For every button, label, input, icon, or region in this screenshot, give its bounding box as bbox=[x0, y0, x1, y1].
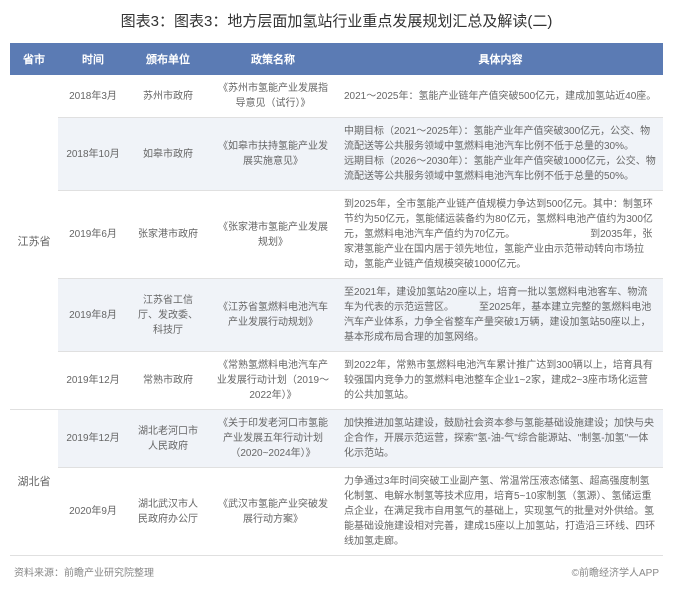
cell-policy: 《关于印发老河口市氢能产业发展五年行动计划（2020~2024年）》 bbox=[208, 410, 338, 468]
cell-unit: 如皋市政府 bbox=[128, 118, 208, 191]
cell-content: 到2022年，常熟市氢燃料电池汽车累计推广达到300辆以上，培育具有较强国内竞争… bbox=[338, 352, 663, 410]
table-row: 2020年9月湖北武汉市人民政府办公厅《武汉市氢能产业突破发展行动方案》力争通过… bbox=[10, 468, 663, 556]
policy-table: 省市 时间 颁布单位 政策名称 具体内容 江苏省2018年3月苏州市政府《苏州市… bbox=[10, 43, 663, 556]
cell-policy: 《如皋市扶持氢能产业发展实施意见》 bbox=[208, 118, 338, 191]
cell-policy: 《常熟氢燃料电池汽车产业发展行动计划（2019～2022年）》 bbox=[208, 352, 338, 410]
cell-unit: 湖北武汉市人民政府办公厅 bbox=[128, 468, 208, 556]
footer-brand: ©前瞻经济学人APP bbox=[572, 564, 659, 579]
header-policy: 政策名称 bbox=[208, 43, 338, 75]
header-province: 省市 bbox=[10, 43, 58, 75]
cell-unit: 江苏省工信厅、发改委、科技厅 bbox=[128, 279, 208, 352]
header-time: 时间 bbox=[58, 43, 128, 75]
table-row: 江苏省2018年3月苏州市政府《苏州市氢能产业发展指导意见（试行）》2021～2… bbox=[10, 75, 663, 118]
table-row: 2019年8月江苏省工信厅、发改委、科技厅《江苏省氢燃料电池汽车产业发展行动规划… bbox=[10, 279, 663, 352]
cell-time: 2018年10月 bbox=[58, 118, 128, 191]
cell-time: 2020年9月 bbox=[58, 468, 128, 556]
cell-policy: 《江苏省氢燃料电池汽车产业发展行动规划》 bbox=[208, 279, 338, 352]
cell-content: 中期目标（2021～2025年）：氢能产业年产值突破300亿元，公交、物流配送等… bbox=[338, 118, 663, 191]
cell-content: 至2021年，建设加氢站20座以上，培育一批以氢燃料电池客车、物流车为代表的示范… bbox=[338, 279, 663, 352]
cell-unit: 常熟市政府 bbox=[128, 352, 208, 410]
chart-title: 图表3：图表3：地方层面加氢站行业重点发展规划汇总及解读(二) bbox=[10, 10, 663, 31]
table-row: 2019年12月常熟市政府《常熟氢燃料电池汽车产业发展行动计划（2019～202… bbox=[10, 352, 663, 410]
cell-time: 2019年6月 bbox=[58, 191, 128, 279]
header-content: 具体内容 bbox=[338, 43, 663, 75]
table-row: 2019年6月张家港市政府《张家港市氢能产业发展规划》到2025年，全市氢能产业… bbox=[10, 191, 663, 279]
table-header-row: 省市 时间 颁布单位 政策名称 具体内容 bbox=[10, 43, 663, 75]
cell-time: 2018年3月 bbox=[58, 75, 128, 118]
cell-content: 加快推进加氢站建设，鼓励社会资本参与氢能基础设施建设；加快与央企合作，开展示范运… bbox=[338, 410, 663, 468]
table-row: 2018年10月如皋市政府《如皋市扶持氢能产业发展实施意见》中期目标（2021～… bbox=[10, 118, 663, 191]
header-unit: 颁布单位 bbox=[128, 43, 208, 75]
cell-policy: 《苏州市氢能产业发展指导意见（试行）》 bbox=[208, 75, 338, 118]
cell-policy: 《张家港市氢能产业发展规划》 bbox=[208, 191, 338, 279]
cell-policy: 《武汉市氢能产业突破发展行动方案》 bbox=[208, 468, 338, 556]
cell-time: 2019年12月 bbox=[58, 410, 128, 468]
cell-unit: 张家港市政府 bbox=[128, 191, 208, 279]
cell-content: 到2025年，全市氢能产业链产值规模力争达到500亿元。其中：制氢环节约为50亿… bbox=[338, 191, 663, 279]
cell-content: 2021～2025年：氢能产业链年产值突破500亿元，建成加氢站近40座。 bbox=[338, 75, 663, 118]
footer: 资料来源：前瞻产业研究院整理 ©前瞻经济学人APP bbox=[10, 564, 663, 579]
cell-province: 江苏省 bbox=[10, 75, 58, 410]
table-row: 湖北省2019年12月湖北老河口市人民政府《关于印发老河口市氢能产业发展五年行动… bbox=[10, 410, 663, 468]
footer-source: 资料来源：前瞻产业研究院整理 bbox=[14, 564, 154, 579]
cell-content: 力争通过3年时间突破工业副产氢、常温常压液态储氢、超高强度制氢化制氢、电解水制氢… bbox=[338, 468, 663, 556]
cell-time: 2019年8月 bbox=[58, 279, 128, 352]
cell-province: 湖北省 bbox=[10, 410, 58, 556]
cell-unit: 苏州市政府 bbox=[128, 75, 208, 118]
cell-time: 2019年12月 bbox=[58, 352, 128, 410]
cell-unit: 湖北老河口市人民政府 bbox=[128, 410, 208, 468]
